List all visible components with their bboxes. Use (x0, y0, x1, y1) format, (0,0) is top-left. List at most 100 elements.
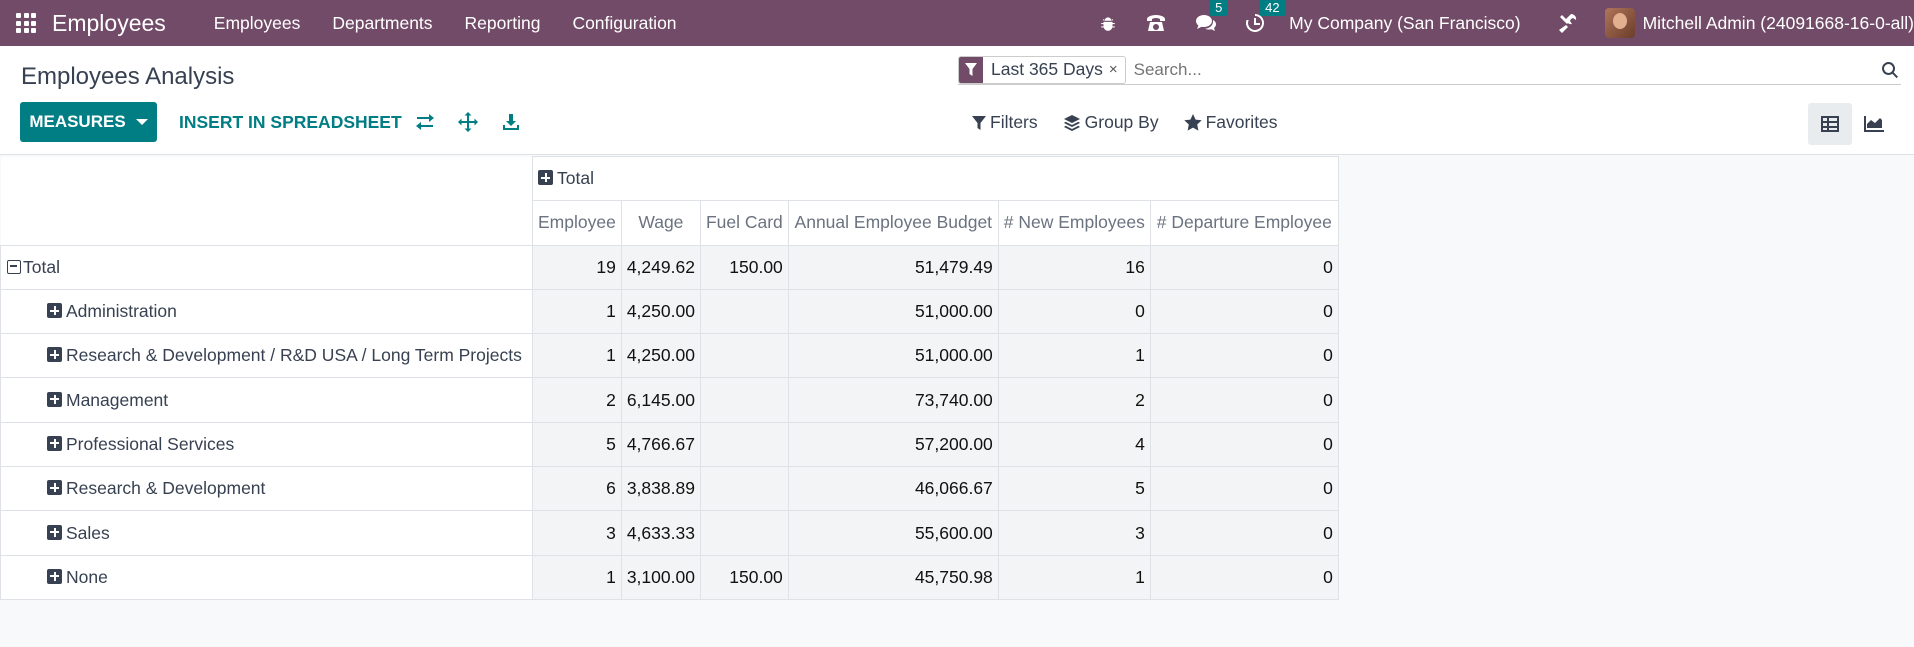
measure-header-fuel-card[interactable]: Fuel Card (699, 200, 789, 246)
tools-icon[interactable] (1557, 12, 1579, 34)
row-header-none[interactable]: None (0, 554, 533, 600)
search-input[interactable] (1133, 59, 1879, 80)
measure-header-wage[interactable]: Wage (620, 200, 701, 246)
table-cell[interactable] (699, 466, 789, 512)
table-cell[interactable]: 150.00 (699, 244, 789, 290)
row-header-total[interactable]: Total (0, 244, 533, 290)
table-cell[interactable]: 16 (997, 244, 1151, 290)
pivot-tools (415, 112, 544, 132)
table-cell[interactable]: 55,600.00 (787, 510, 999, 556)
expand-all-icon[interactable] (458, 112, 478, 132)
table-cell[interactable]: 45,750.98 (787, 554, 999, 600)
col-header-total[interactable]: Total (532, 155, 1339, 202)
measure-header-new-employees[interactable]: # New Employees (997, 200, 1151, 246)
menu-configuration[interactable]: Configuration (572, 12, 677, 33)
menu-employees[interactable]: Employees (213, 12, 301, 33)
messages-icon[interactable]: 5 (1195, 0, 1229, 33)
row-header-research-development[interactable]: Research & Development (0, 466, 533, 512)
user-menu[interactable]: Mitchell Admin (24091668-16-0-all) (1604, 8, 1914, 38)
avatar (1604, 8, 1635, 38)
search-panel-toggles: Filters Group By Favorites (972, 112, 1303, 133)
menu-reporting[interactable]: Reporting (464, 12, 541, 33)
table-cell[interactable]: 5 (532, 421, 622, 468)
table-cell[interactable]: 1 (532, 333, 622, 379)
table-cell[interactable]: 73,740.00 (787, 377, 999, 423)
bug-icon[interactable] (1099, 14, 1117, 32)
app-name[interactable]: Employees (52, 9, 166, 36)
table-cell[interactable]: 51,000.00 (787, 288, 999, 335)
table-cell[interactable]: 0 (1149, 421, 1339, 468)
company-switcher[interactable]: My Company (San Francisco) (1289, 12, 1521, 33)
table-cell[interactable]: 1 (997, 333, 1151, 379)
table-cell[interactable]: 4,766.67 (620, 421, 701, 468)
row-header-administration[interactable]: Administration (0, 288, 533, 335)
table-cell[interactable]: 0 (1149, 244, 1339, 290)
table-cell[interactable]: 0 (1149, 288, 1339, 335)
table-cell[interactable]: 1 (997, 554, 1151, 600)
apps-menu-icon[interactable] (16, 13, 36, 33)
table-cell[interactable]: 0 (1149, 466, 1339, 512)
table-cell[interactable] (699, 377, 789, 423)
page-title: Employees Analysis (21, 63, 235, 90)
measure-header-annual-budget[interactable]: Annual Employee Budget (787, 200, 999, 246)
table-cell[interactable]: 3 (997, 510, 1151, 556)
favorites-button[interactable]: Favorites (1183, 112, 1278, 133)
insert-in-spreadsheet-button[interactable]: INSERT IN SPREADSHEET (179, 112, 402, 132)
table-cell[interactable]: 150.00 (699, 554, 789, 600)
row-header-rd-long-term[interactable]: Research & Development / R&D USA / Long … (0, 333, 533, 379)
pivot-corner (0, 156, 533, 246)
table-cell[interactable] (699, 333, 789, 379)
facet-remove-icon[interactable]: × (1108, 61, 1118, 78)
table-cell[interactable]: 4,633.33 (620, 510, 701, 556)
row-header-professional-services[interactable]: Professional Services (0, 421, 533, 468)
group-by-button[interactable]: Group By (1063, 112, 1159, 133)
table-cell[interactable]: 51,000.00 (787, 333, 999, 379)
table-cell[interactable]: 4,250.00 (620, 288, 701, 335)
expand-plus-icon (47, 524, 62, 540)
filters-button[interactable]: Filters (972, 112, 1038, 133)
table-cell[interactable]: 4,249.62 (620, 244, 701, 290)
table-row: Administration 1 4,250.00 51,000.00 0 0 (0, 288, 1339, 335)
facet-label: Last 365 Days (991, 59, 1103, 79)
table-cell[interactable]: 19 (532, 244, 622, 290)
measures-button[interactable]: MEASURES (20, 102, 157, 142)
table-cell[interactable]: 46,066.67 (787, 466, 999, 512)
search-icon[interactable] (1879, 59, 1901, 81)
graph-view-button[interactable] (1852, 103, 1896, 145)
table-cell[interactable]: 51,479.49 (787, 244, 999, 290)
table-cell[interactable]: 4 (997, 421, 1151, 468)
table-cell[interactable]: 3,100.00 (620, 554, 701, 600)
table-cell[interactable]: 6,145.00 (620, 377, 701, 423)
table-cell[interactable] (699, 288, 789, 335)
measure-header-employee[interactable]: Employee (532, 200, 622, 246)
table-cell[interactable]: 2 (997, 377, 1151, 423)
row-header-sales[interactable]: Sales (0, 510, 533, 556)
table-cell[interactable]: 2 (532, 377, 622, 423)
table-cell[interactable]: 3,838.89 (620, 466, 701, 512)
pivot-view-button[interactable] (1808, 103, 1852, 145)
table-cell[interactable]: 3 (532, 510, 622, 556)
menu-departments[interactable]: Departments (332, 12, 433, 33)
table-cell[interactable]: 0 (1149, 377, 1339, 423)
search-bar: Last 365 Days × (958, 55, 1901, 85)
flip-axis-icon[interactable] (415, 112, 435, 132)
table-cell[interactable]: 0 (997, 288, 1151, 335)
expand-plus-icon (538, 170, 553, 186)
table-cell[interactable]: 4,250.00 (620, 333, 701, 379)
control-panel: Employees Analysis MEASURES INSERT IN SP… (0, 46, 1914, 155)
table-cell[interactable]: 6 (532, 466, 622, 512)
table-cell[interactable] (699, 510, 789, 556)
table-cell[interactable]: 5 (997, 466, 1151, 512)
download-icon[interactable] (501, 112, 521, 132)
activities-icon[interactable]: 42 (1245, 0, 1286, 33)
table-cell[interactable]: 0 (1149, 510, 1339, 556)
row-header-management[interactable]: Management (0, 377, 533, 423)
table-cell[interactable] (699, 421, 789, 468)
table-cell[interactable]: 1 (532, 554, 622, 600)
table-cell[interactable]: 57,200.00 (787, 421, 999, 468)
table-cell[interactable]: 0 (1149, 554, 1339, 600)
measure-header-departure[interactable]: # Departure Employee (1149, 200, 1339, 246)
table-cell[interactable]: 1 (532, 288, 622, 335)
table-cell[interactable]: 0 (1149, 333, 1339, 379)
phone-icon[interactable] (1145, 13, 1167, 33)
